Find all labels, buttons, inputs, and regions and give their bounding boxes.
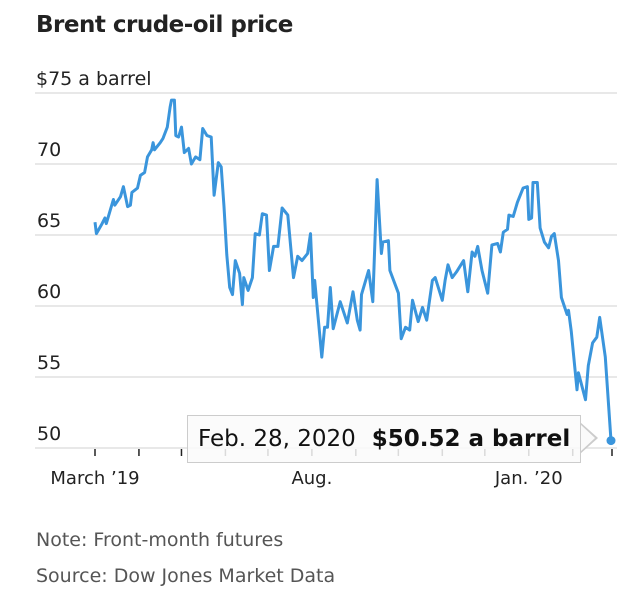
tooltip-arrow-inner xyxy=(580,424,595,452)
chart-source: Source: Dow Jones Market Data xyxy=(36,565,336,587)
tooltip-date: Feb. 28, 2020 xyxy=(198,426,356,452)
x-tick-label: March ’19 xyxy=(50,468,139,489)
y-tick-label: 55 xyxy=(37,352,61,374)
y-tick-label: 50 xyxy=(37,423,61,445)
tooltip: Feb. 28, 2020 $50.52 a barrel xyxy=(187,415,581,463)
y-tick-label: $75 a barrel xyxy=(36,68,152,90)
last-point-marker xyxy=(606,436,616,446)
y-tick-label: 60 xyxy=(37,281,61,303)
y-tick-label: 70 xyxy=(37,139,61,161)
x-tick-label: Jan. ’20 xyxy=(494,468,563,489)
chart-title: Brent crude-oil price xyxy=(36,12,293,38)
tooltip-value: $50.52 a barrel xyxy=(371,426,571,452)
y-tick-label: 65 xyxy=(37,210,61,232)
chart-note: Note: Front-month futures xyxy=(36,529,284,551)
x-tick-label: Aug. xyxy=(291,468,332,489)
price-line xyxy=(93,98,613,441)
